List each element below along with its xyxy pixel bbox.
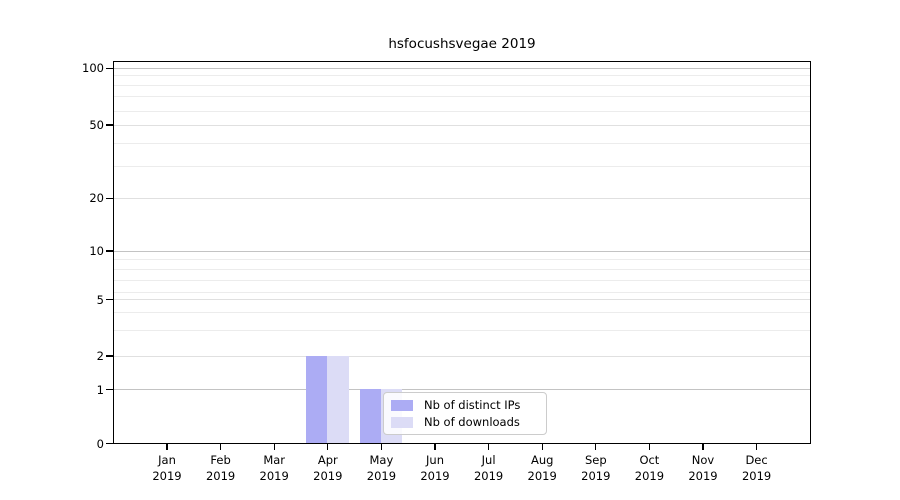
y-tick-label: 20 bbox=[89, 191, 104, 206]
x-tick-label-apr: Apr 2019 bbox=[298, 452, 358, 484]
gridlines-layer bbox=[114, 62, 810, 443]
y-gridline-decade bbox=[114, 250, 810, 252]
y-tick-label: 10 bbox=[89, 244, 104, 258]
x-tick-year: 2019 bbox=[581, 469, 611, 483]
plot-area bbox=[113, 61, 811, 444]
x-tick-label-jan: Jan 2019 bbox=[137, 452, 197, 484]
x-axis-tick bbox=[273, 444, 275, 450]
x-tick-label-mar: Mar 2019 bbox=[244, 452, 304, 484]
y-tick-label: 100 bbox=[82, 61, 104, 76]
x-tick-month: Aug bbox=[530, 453, 554, 467]
x-axis-tick bbox=[756, 444, 758, 450]
y-axis-tick bbox=[106, 124, 113, 126]
y-gridline-decade bbox=[114, 389, 810, 391]
x-tick-month: Apr bbox=[317, 453, 338, 467]
y-axis-tick bbox=[106, 355, 113, 357]
y-gridline-minor bbox=[114, 96, 810, 98]
y-gridline-minor bbox=[114, 75, 810, 77]
x-axis-tick bbox=[327, 444, 329, 450]
y-tick-label: 2 bbox=[96, 349, 104, 363]
x-axis-tick bbox=[702, 444, 704, 450]
y-axis-tick bbox=[106, 442, 113, 445]
x-tick-label-aug: Aug 2019 bbox=[512, 452, 572, 484]
x-axis-tick bbox=[541, 444, 543, 450]
y-tick-label: 0 bbox=[96, 436, 104, 451]
legend-label-distinct-ips: Nb of distinct IPs bbox=[424, 398, 521, 412]
legend-item-distinct-ips: Nb of distinct IPs bbox=[391, 399, 538, 411]
x-tick-year: 2019 bbox=[473, 469, 504, 483]
x-tick-year: 2019 bbox=[152, 469, 182, 483]
x-axis-tick bbox=[166, 444, 168, 450]
y-gridline-decade bbox=[114, 67, 810, 69]
x-tick-month: Dec bbox=[745, 453, 768, 467]
x-tick-month: Jul bbox=[481, 453, 496, 467]
bars-layer bbox=[114, 62, 810, 444]
bar-downloads-apr bbox=[327, 355, 349, 444]
x-tick-label-nov: Nov 2019 bbox=[673, 452, 733, 484]
y-gridline bbox=[114, 299, 810, 301]
legend-label-downloads: Nb of downloads bbox=[424, 415, 520, 429]
x-tick-month: Oct bbox=[639, 453, 660, 467]
y-axis-tick bbox=[106, 67, 113, 69]
y-gridline-minor bbox=[114, 111, 810, 113]
y-gridline bbox=[114, 355, 810, 357]
y-gridline-minor bbox=[114, 329, 810, 331]
x-tick-year: 2019 bbox=[205, 469, 236, 483]
y-axis-tick bbox=[106, 250, 113, 252]
y-gridline-minor bbox=[114, 312, 810, 314]
x-tick-month: Feb bbox=[210, 453, 231, 467]
x-tick-year: 2019 bbox=[313, 469, 343, 483]
x-tick-label-jun: Jun 2019 bbox=[405, 452, 465, 484]
y-gridline bbox=[114, 197, 810, 199]
y-tick-label: 50 bbox=[89, 118, 104, 132]
x-tick-month: May bbox=[369, 453, 394, 467]
x-tick-label-feb: Feb 2019 bbox=[191, 452, 251, 484]
x-tick-label-oct: Oct 2019 bbox=[619, 452, 679, 484]
x-tick-label-sep: Sep 2019 bbox=[566, 452, 626, 484]
legend-swatch-distinct-ips-icon bbox=[391, 399, 413, 411]
x-tick-year: 2019 bbox=[420, 469, 450, 483]
legend-swatch-downloads-icon bbox=[391, 416, 413, 428]
y-axis-tick bbox=[106, 298, 113, 301]
x-tick-month: Nov bbox=[691, 453, 715, 467]
x-tick-year: 2019 bbox=[527, 469, 557, 483]
x-tick-year: 2019 bbox=[366, 469, 397, 483]
y-tick-label: 5 bbox=[96, 292, 104, 307]
x-tick-month: Jan bbox=[158, 453, 176, 467]
x-tick-label-dec: Dec 2019 bbox=[727, 452, 787, 484]
y-gridline-minor bbox=[114, 142, 810, 144]
y-gridline-minor bbox=[114, 292, 810, 294]
y-gridline-minor bbox=[114, 268, 810, 270]
x-tick-month: Mar bbox=[263, 453, 286, 467]
y-axis-tick bbox=[106, 197, 113, 199]
bar-distinct-ips-may bbox=[359, 389, 381, 444]
bar-distinct-ips-apr bbox=[306, 355, 328, 444]
x-axis-tick bbox=[488, 444, 490, 450]
x-axis-tick bbox=[434, 444, 436, 450]
y-tick-label: 1 bbox=[96, 382, 104, 397]
y-gridline-minor bbox=[114, 258, 810, 260]
x-axis-tick bbox=[380, 444, 382, 450]
y-gridline-minor bbox=[114, 279, 810, 281]
x-tick-month: Jun bbox=[426, 453, 444, 467]
x-axis-tick bbox=[648, 444, 650, 450]
legend: Nb of distinct IPs Nb of downloads bbox=[383, 392, 547, 435]
y-gridline-minor bbox=[114, 84, 810, 86]
x-axis-tick bbox=[595, 444, 597, 450]
chart-title: hsfocushsvegae 2019 bbox=[388, 36, 536, 52]
x-tick-year: 2019 bbox=[688, 469, 718, 483]
x-tick-label-may: May 2019 bbox=[351, 452, 411, 484]
x-tick-month: Sep bbox=[584, 453, 607, 467]
x-axis-tick bbox=[220, 444, 222, 450]
y-axis-tick bbox=[106, 388, 113, 391]
x-tick-label-jul: Jul 2019 bbox=[459, 452, 519, 484]
y-gridline bbox=[114, 124, 810, 126]
y-gridline-minor bbox=[114, 166, 810, 168]
x-tick-year: 2019 bbox=[741, 469, 772, 483]
legend-item-downloads: Nb of downloads bbox=[391, 416, 538, 428]
x-tick-year: 2019 bbox=[634, 469, 665, 483]
x-tick-year: 2019 bbox=[259, 469, 289, 483]
